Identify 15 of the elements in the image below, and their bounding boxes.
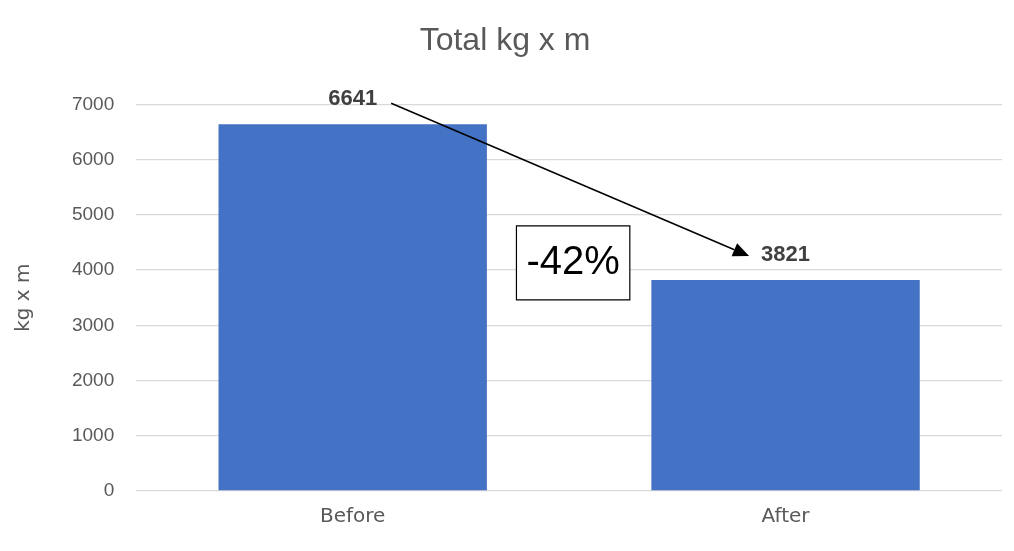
y-tick-label: 5000 — [71, 203, 115, 225]
y-axis-title: kg x m — [10, 263, 35, 332]
annotation: -42% — [526, 237, 620, 282]
y-tick-label: 2000 — [71, 368, 115, 390]
data-label: 6641 — [328, 85, 378, 111]
y-tick-label: 7000 — [71, 92, 115, 114]
y-tick-label: 1000 — [71, 424, 115, 446]
y-tick-label: 0 — [103, 479, 115, 501]
data-label: 3821 — [761, 241, 811, 267]
x-tick-label: Before — [320, 503, 386, 528]
y-tick-label: 6000 — [71, 147, 115, 169]
x-tick-label: After — [761, 503, 811, 528]
chart-title: Total kg x m — [419, 21, 591, 58]
y-tick-label: 4000 — [71, 258, 115, 280]
y-tick-label: 3000 — [71, 313, 115, 335]
